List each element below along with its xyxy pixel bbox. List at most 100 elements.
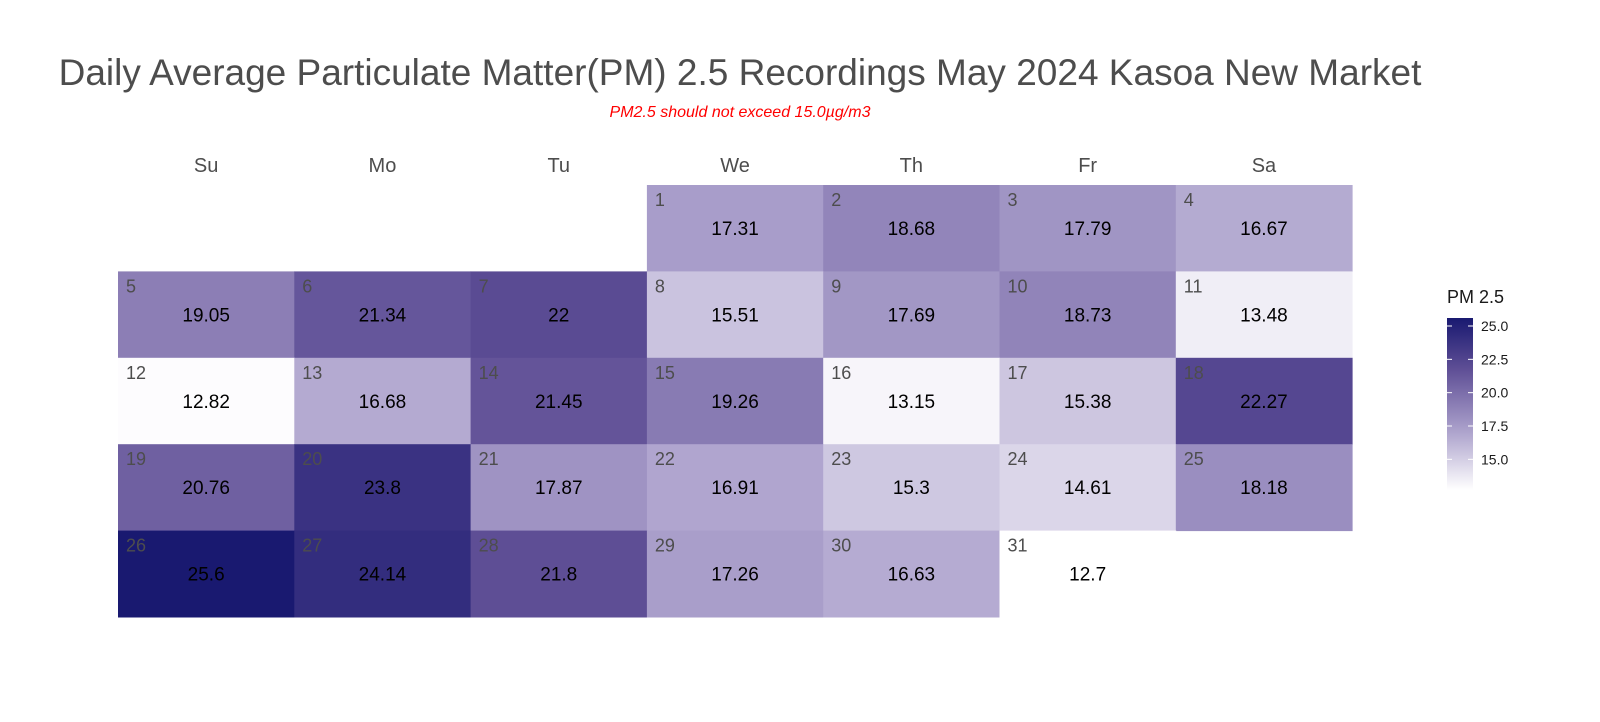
day-cell-22 [646,444,824,532]
day-number: 2 [831,190,841,210]
day-value-label: 16.68 [359,392,407,413]
day-number: 19 [126,449,146,469]
day-number: 20 [302,449,322,469]
weekday-label-mo: Mo [369,155,397,177]
weekday-label-fr: Fr [1078,155,1097,177]
day-number: 31 [1008,536,1028,556]
weekday-label-su: Su [194,155,218,177]
day-value-label: 17.31 [711,219,759,240]
day-number: 16 [831,363,851,383]
day-cell-6 [294,271,472,359]
day-cell-1 [646,185,824,272]
day-value-label: 17.69 [888,305,936,326]
day-cell-20 [294,444,472,532]
day-value-label: 18.18 [1240,478,1288,499]
day-number: 27 [302,536,322,556]
day-value-label: 19.05 [182,305,230,326]
day-number: 28 [479,536,499,556]
day-number: 29 [655,536,675,556]
day-cell-11 [1175,271,1353,359]
legend-tick-label: 25.0 [1481,318,1508,334]
day-number: 15 [655,363,675,383]
day-number: 23 [831,449,851,469]
day-number: 17 [1008,363,1028,383]
day-value-label: 25.6 [188,565,225,586]
chart-title: Daily Average Particulate Matter(PM) 2.5… [58,52,1422,93]
day-cell-13 [294,357,472,445]
legend-tick-label: 15.0 [1481,451,1508,467]
day-number: 7 [479,276,489,296]
chart-subtitle: PM2.5 should not exceed 15.0µg/m3 [609,104,871,121]
day-number: 8 [655,276,665,296]
weekday-label-th: Th [900,155,923,177]
day-value-label: 17.87 [535,478,583,499]
day-value-label: 16.63 [888,565,936,586]
day-value-label: 21.8 [540,565,577,586]
day-value-label: 22.27 [1240,392,1288,413]
day-cell-2 [823,185,1000,272]
day-value-label: 15.38 [1064,392,1112,413]
day-number: 24 [1008,449,1028,469]
day-cell-25 [1175,444,1353,532]
day-number: 14 [479,363,499,383]
day-value-label: 18.68 [888,219,936,240]
weekday-label-we: We [720,155,750,177]
day-value-label: 22 [548,305,569,326]
day-number: 13 [302,363,322,383]
legend-tick-label: 20.0 [1481,385,1508,401]
day-cell-31 [999,530,1177,618]
day-value-label: 12.82 [182,392,230,413]
day-number: 12 [126,363,146,383]
day-cell-30 [823,530,1000,618]
day-number: 30 [831,536,851,556]
day-cell-12 [118,357,295,445]
day-cell-7 [470,271,648,359]
day-number: 9 [831,276,841,296]
weekday-label-tu: Tu [547,155,570,177]
day-value-label: 14.61 [1064,478,1112,499]
day-value-label: 12.7 [1069,565,1106,586]
legend-title: PM 2.5 [1447,287,1504,307]
day-value-label: 17.79 [1064,219,1112,240]
day-number: 22 [655,449,675,469]
day-cell-24 [999,444,1177,532]
day-cell-14 [470,357,648,445]
day-number: 6 [302,276,312,296]
day-value-label: 19.26 [711,392,759,413]
day-value-label: 20.76 [182,478,230,499]
day-number: 4 [1184,190,1194,210]
day-cell-17 [999,357,1177,445]
legend-tick-label: 22.5 [1481,351,1508,367]
day-cell-16 [823,357,1000,445]
day-number: 3 [1008,190,1018,210]
day-value-label: 15.3 [893,478,930,499]
day-cell-28 [470,530,648,618]
day-number: 5 [126,276,136,296]
day-cell-29 [646,530,824,618]
day-number: 21 [479,449,499,469]
day-cell-8 [646,271,824,359]
day-number: 26 [126,536,146,556]
day-cell-19 [118,444,295,532]
day-value-label: 17.26 [711,565,759,586]
day-number: 18 [1184,363,1204,383]
day-value-label: 13.15 [888,392,936,413]
day-value-label: 21.34 [359,305,407,326]
day-cell-18 [1175,357,1353,445]
day-number: 10 [1008,276,1028,296]
day-cell-27 [294,530,472,618]
day-value-label: 18.73 [1064,305,1112,326]
day-value-label: 23.8 [364,478,401,499]
day-cell-21 [470,444,648,532]
day-cell-5 [118,271,295,359]
day-cell-10 [999,271,1177,359]
legend-colorbar [1447,318,1473,490]
day-cell-3 [999,185,1177,272]
day-value-label: 21.45 [535,392,583,413]
weekday-label-sa: Sa [1252,155,1277,177]
day-number: 11 [1184,276,1203,296]
day-value-label: 16.91 [711,478,759,499]
day-value-label: 15.51 [711,305,759,326]
day-number: 1 [655,190,665,210]
day-cell-15 [646,357,824,445]
